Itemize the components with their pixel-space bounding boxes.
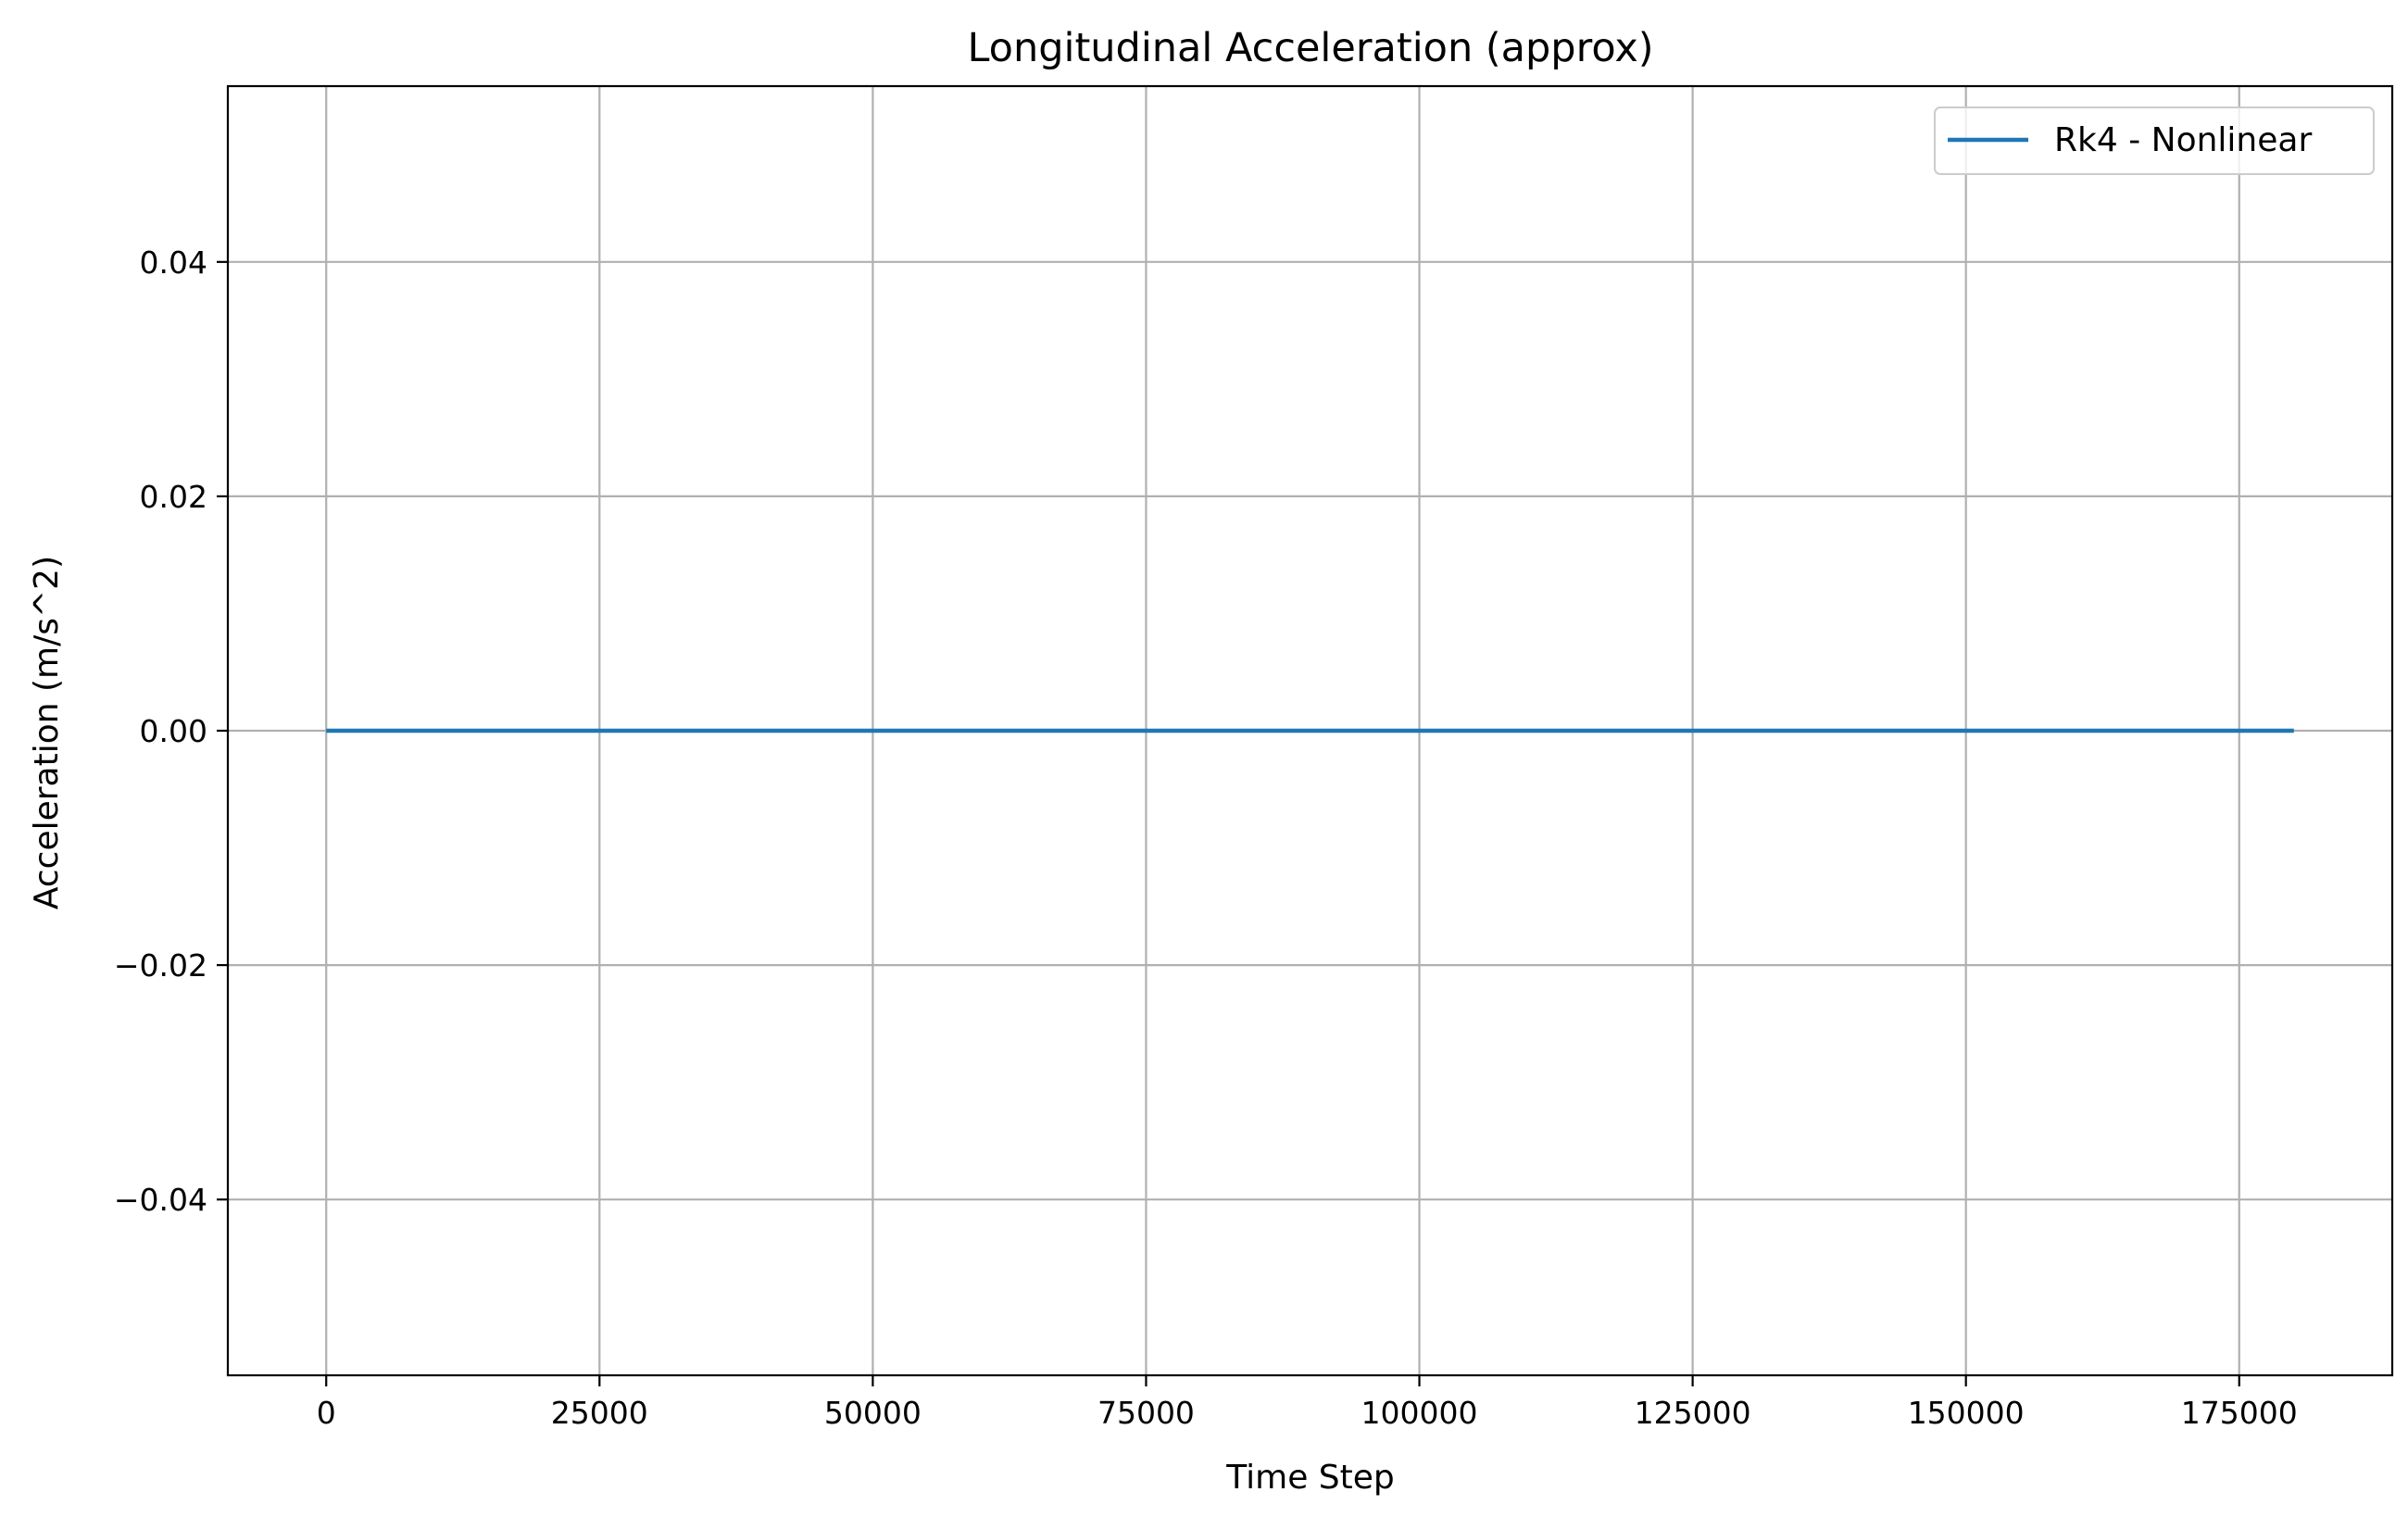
x-tick-label: 100000: [1361, 1395, 1478, 1431]
y-axis-ticks: −0.04 −0.02 0.00 0.02 0.04: [114, 244, 228, 1218]
legend-label-rk4-nonlinear: Rk4 - Nonlinear: [2054, 121, 2312, 159]
y-tick-label: 0.04: [140, 244, 207, 281]
y-tick-label: −0.04: [114, 1182, 207, 1218]
x-tick-label: 50000: [824, 1395, 922, 1431]
x-axis-ticks: 0 25000 50000 75000 100000 125000 150000 175000: [317, 1375, 2298, 1431]
y-tick-label: −0.02: [114, 947, 207, 984]
y-tick-label: 0.00: [140, 713, 207, 749]
chart-title: Longitudinal Acceleration (approx): [967, 25, 1653, 71]
legend-box: [1934, 107, 2375, 175]
x-tick-label: 0: [317, 1395, 336, 1431]
x-tick-label: 75000: [1097, 1395, 1195, 1431]
x-tick-label: 25000: [551, 1395, 648, 1431]
y-axis-label: Acceleration (m/s^2): [28, 556, 66, 909]
legend: Rk4 - Nonlinear: [1934, 107, 2375, 175]
y-tick-label: 0.02: [140, 479, 207, 515]
x-tick-label: 150000: [1908, 1395, 2025, 1431]
x-axis-label: Time Step: [1225, 1459, 1395, 1497]
x-tick-label: 175000: [2181, 1395, 2298, 1431]
x-tick-label: 125000: [1635, 1395, 1751, 1431]
